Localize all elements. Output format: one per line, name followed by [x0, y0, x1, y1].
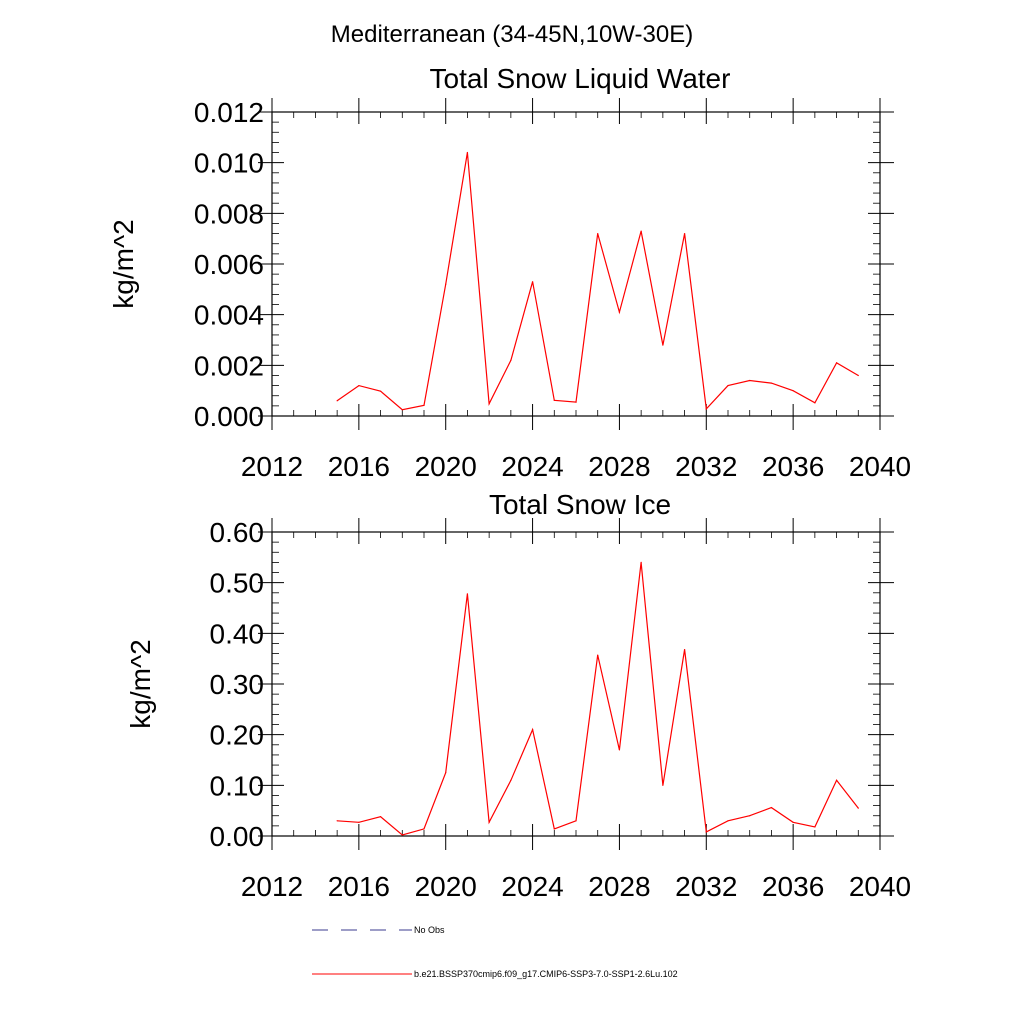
series-line: [336, 152, 859, 411]
data-point: [379, 390, 382, 392]
data-point: [640, 230, 642, 232]
y-tick-label: 0.10: [210, 770, 265, 801]
y-tick-label: 0.30: [210, 669, 265, 700]
data-point: [770, 807, 773, 809]
data-point: [488, 821, 490, 823]
data-point: [857, 374, 859, 377]
x-tick-label: 2020: [415, 871, 477, 902]
plot-frame: [271, 111, 881, 417]
plot-frame: [271, 531, 881, 837]
series-line: [337, 562, 859, 836]
y-tick-label: 0.012: [194, 97, 264, 128]
data-point: [683, 233, 686, 235]
chart-total-snow-ice: Total Snow Ice kg/m^2 2012 2016 2020 2024 2028…: [125, 489, 911, 902]
data-point: [770, 382, 773, 384]
legend: No Obs b.e21.BSSP370cmip6.f09_g17.CMIP6-…: [312, 925, 678, 979]
x-tick-label: 2040: [849, 451, 911, 482]
data-point: [857, 807, 859, 809]
legend-label-no-obs: No Obs: [414, 925, 445, 935]
data-point: [358, 821, 360, 823]
data-point: [466, 593, 469, 595]
chart-title: Total Snow Ice: [489, 489, 671, 520]
y-tick-label: 0.002: [194, 350, 264, 381]
x-tick-label: 2016: [328, 871, 390, 902]
data-point: [358, 385, 360, 387]
y-tick-label: 0.000: [194, 401, 264, 432]
legend-item-no-obs: No Obs: [312, 925, 445, 935]
data-point: [445, 772, 447, 774]
x-tick-label: 2028: [588, 451, 650, 482]
data-point: [575, 820, 577, 822]
x-tick-label: 2020: [415, 451, 477, 482]
x-tick-label: 2028: [588, 871, 650, 902]
data-point: [792, 390, 794, 392]
data-point: [423, 828, 425, 830]
x-tick-label: 2032: [675, 451, 737, 482]
y-axis-label: kg/m^2: [108, 219, 139, 308]
y-tick-label: 0.20: [210, 720, 265, 751]
data-point: [553, 399, 555, 401]
data-point: [835, 779, 838, 781]
x-tick-label: 2012: [241, 871, 303, 902]
data-point: [336, 820, 338, 822]
y-tick-label: 0.010: [194, 148, 264, 179]
x-tick-label: 2032: [675, 871, 737, 902]
data-point: [575, 401, 577, 403]
data-point: [835, 362, 838, 364]
legend-item-model-run: b.e21.BSSP370cmip6.f09_g17.CMIP6-SSP3-7.…: [312, 969, 678, 979]
x-tick-label: 2024: [501, 451, 563, 482]
data-point: [618, 749, 621, 751]
data-point: [336, 400, 338, 402]
data-point: [705, 831, 707, 833]
y-tick-label: 0.40: [210, 618, 265, 649]
data-point: [640, 561, 642, 564]
chart-title: Total Snow Liquid Water: [430, 63, 731, 94]
data-point: [662, 784, 664, 786]
data-point: [662, 344, 664, 346]
x-tick-label: 2016: [328, 451, 390, 482]
data-point: [597, 233, 599, 235]
legend-label-model-run: b.e21.BSSP370cmip6.f09_g17.CMIP6-SSP3-7.…: [414, 969, 678, 979]
y-tick-label: 0.00: [210, 821, 265, 852]
data-point: [510, 359, 512, 361]
data-point: [466, 151, 469, 154]
data-point: [488, 403, 490, 405]
data-point: [814, 402, 816, 404]
data-point: [379, 816, 382, 818]
y-tick-label: 0.008: [194, 198, 264, 229]
x-tick-label: 2040: [849, 871, 911, 902]
x-tick-label: 2036: [762, 451, 824, 482]
data-point: [423, 404, 425, 406]
data-point: [683, 648, 686, 651]
data-point: [749, 379, 751, 382]
data-point: [705, 408, 707, 410]
y-tick-label: 0.60: [210, 517, 265, 548]
data-point: [445, 283, 447, 285]
data-point: [727, 385, 729, 387]
y-tick-label: 0.004: [194, 300, 264, 331]
data-point: [749, 815, 751, 817]
chart-total-snow-liquid-water: Total Snow Liquid Water kg/m^2 2012 2016 202…: [108, 63, 911, 482]
super-title: Mediterranean (34-45N,10W-30E): [331, 21, 693, 48]
x-tick-label: 2036: [762, 871, 824, 902]
data-point: [401, 409, 403, 411]
data-point: [727, 820, 729, 822]
y-axis-label: kg/m^2: [125, 639, 156, 728]
data-point: [792, 821, 794, 823]
x-tick-label: 2012: [241, 451, 303, 482]
data-point: [618, 311, 621, 313]
data-point: [553, 828, 555, 830]
y-tick-label: 0.006: [194, 249, 264, 280]
data-point: [510, 779, 512, 781]
data-point: [531, 281, 534, 283]
data-point: [401, 834, 403, 836]
data-point: [597, 654, 599, 656]
data-point: [531, 729, 534, 731]
x-tick-label: 2024: [501, 871, 563, 902]
y-tick-label: 0.50: [210, 568, 265, 599]
data-point: [814, 826, 816, 828]
